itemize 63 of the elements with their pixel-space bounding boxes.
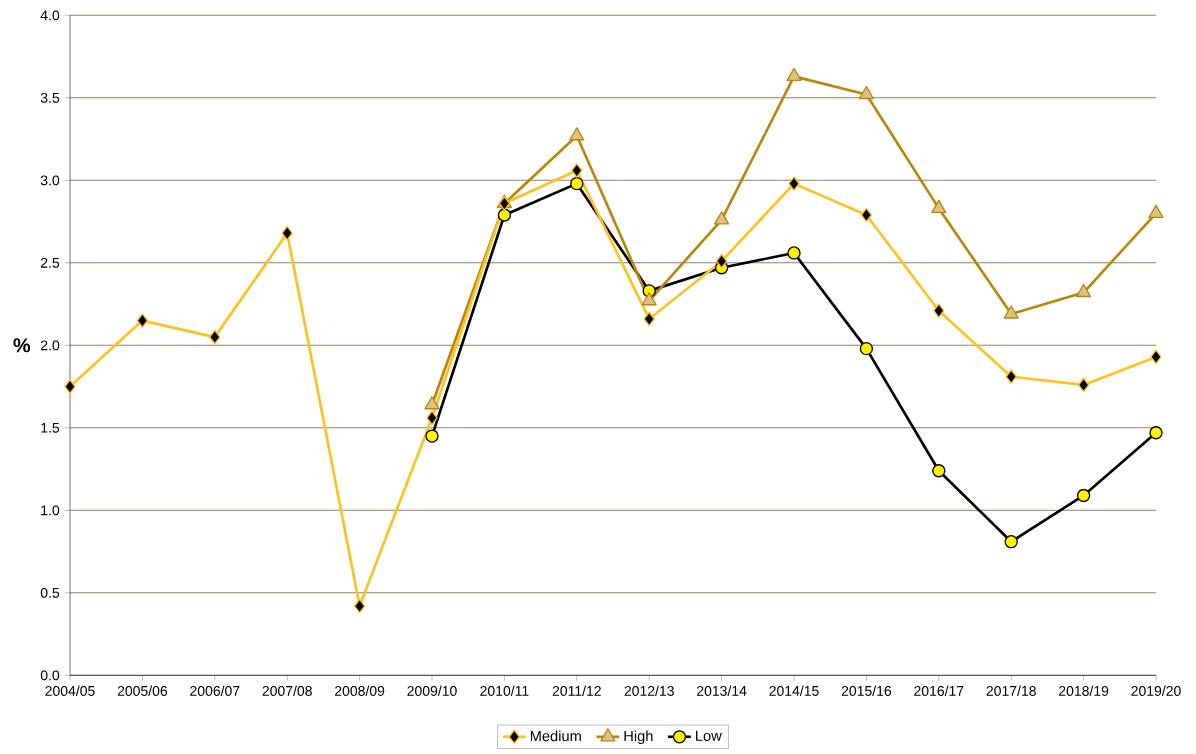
- point: [570, 176, 584, 191]
- y-tick-label: 3.5: [40, 92, 60, 103]
- legend-label: Medium: [530, 730, 581, 742]
- x-tick-label: 2007/08: [262, 685, 312, 696]
- point: [1004, 535, 1018, 549]
- point: [209, 329, 221, 345]
- point: [569, 127, 585, 141]
- point: [933, 303, 945, 319]
- x-tick-label: 2016/17: [914, 685, 964, 696]
- y-axis-title: %: [13, 338, 31, 353]
- x-tick-label: 2009/10: [407, 685, 457, 696]
- point: [1077, 377, 1090, 393]
- x-tick-label: 2018/19: [1059, 685, 1109, 696]
- point: [571, 163, 583, 178]
- point: [1076, 488, 1091, 503]
- point: [1150, 349, 1162, 365]
- point: [426, 410, 438, 426]
- x-tick-label: 2015/16: [841, 685, 892, 696]
- point: [1076, 283, 1092, 298]
- point: [281, 225, 293, 241]
- point: [786, 67, 802, 82]
- point: [353, 598, 366, 614]
- x-tick-label: 2005/06: [117, 685, 168, 696]
- y-tick-label: 1.0: [41, 505, 60, 516]
- x-tick-label: 2011/12: [552, 685, 601, 696]
- point: [136, 313, 149, 328]
- point: [643, 311, 655, 327]
- point: [715, 253, 728, 269]
- point: [787, 246, 801, 260]
- legend-label: High: [624, 730, 653, 745]
- x-tick-label: 2014/15: [769, 685, 819, 696]
- point: [641, 292, 657, 306]
- x-tick-label: 2010/11: [480, 685, 529, 696]
- x-tick-label: 2008/09: [335, 685, 385, 696]
- point: [932, 464, 946, 478]
- point: [497, 208, 512, 222]
- point: [424, 396, 440, 410]
- x-tick-label: 2004/05: [45, 685, 95, 696]
- x-tick-label: 2017/18: [986, 685, 1036, 696]
- y-tick-label: 2.0: [40, 340, 60, 351]
- point: [64, 379, 76, 394]
- point: [1003, 305, 1019, 319]
- point: [788, 176, 800, 191]
- y-tick-label: 0.0: [40, 670, 60, 681]
- point: [425, 429, 439, 443]
- legend-label: Low: [696, 730, 722, 741]
- x-tick-label: 2006/07: [190, 685, 240, 696]
- point: [1005, 369, 1017, 385]
- point: [860, 207, 873, 223]
- y-tick-label: 1.5: [41, 422, 60, 433]
- x-tick-label: 2012/13: [624, 685, 674, 696]
- point: [931, 199, 947, 214]
- point: [1149, 426, 1163, 440]
- x-tick-label: 2013/14: [697, 685, 747, 696]
- y-tick-label: 3.0: [40, 175, 60, 186]
- y-tick-label: 0.5: [40, 587, 60, 598]
- point: [858, 85, 874, 100]
- point: [714, 211, 730, 225]
- point: [859, 341, 874, 356]
- y-tick-label: 2.5: [40, 257, 60, 268]
- point: [1148, 204, 1164, 218]
- y-tick-label: 4.0: [40, 10, 60, 21]
- x-tick-label: 2019/20: [1131, 685, 1181, 696]
